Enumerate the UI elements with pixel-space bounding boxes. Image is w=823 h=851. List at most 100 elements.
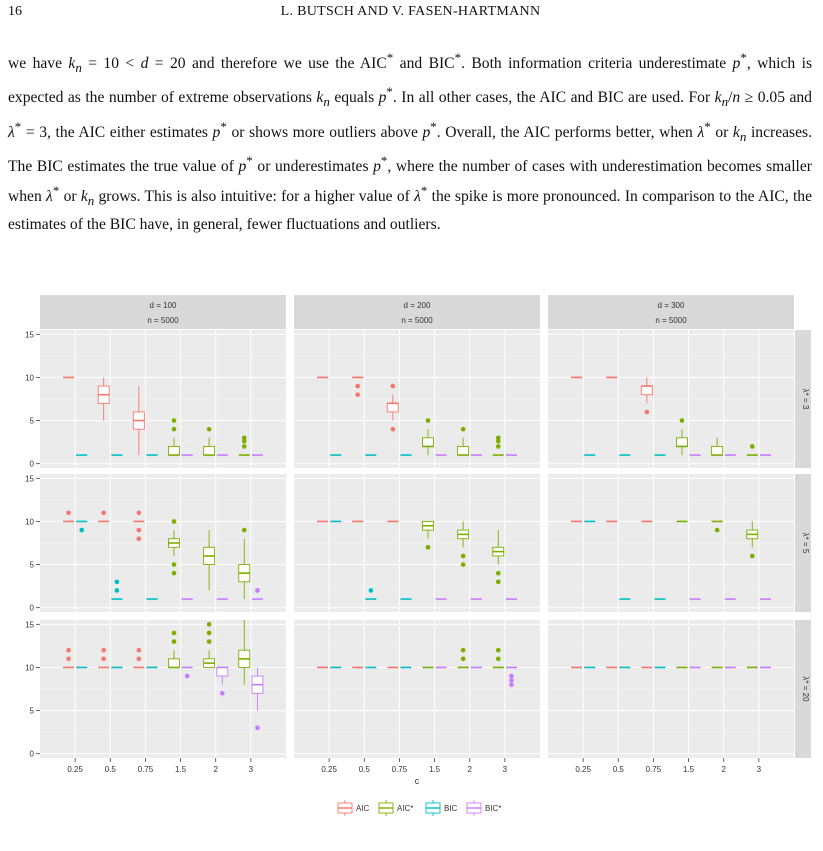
outlier-point [171, 562, 177, 567]
outlier-point [114, 588, 120, 593]
outlier-point [206, 630, 212, 636]
box-aic [352, 376, 364, 397]
y-tick-label: 5 [30, 707, 35, 716]
box-aicstar [168, 418, 180, 456]
y-tick-label: 10 [25, 663, 34, 672]
body-paragraph: we have kn = 10 < d = 20 and therefore w… [8, 50, 813, 234]
outlier-point [460, 553, 466, 559]
outlier-point [241, 527, 247, 533]
x-tick-label: 2 [721, 765, 726, 774]
legend-label: BIC* [485, 804, 501, 813]
facet-row-strip: λ* = 3 [795, 330, 811, 468]
outlier-point [136, 510, 142, 516]
box-aicstar [422, 520, 434, 550]
box-aicstar [492, 435, 504, 456]
page-header: 16 L. BUTSCH AND V. FASEN-HARTMANN [8, 4, 813, 24]
outlier-point [241, 435, 247, 441]
legend: AIC AIC* BIC BIC* [337, 800, 501, 816]
box-aicstar [676, 418, 688, 456]
box-aicstar [168, 519, 180, 576]
x-tick-label: 2 [467, 765, 472, 774]
box-aicstar [203, 530, 216, 591]
legend-entry: AIC [337, 800, 370, 816]
box-aic [640, 377, 653, 415]
box-aicstar [203, 426, 216, 456]
strip-background [795, 620, 811, 758]
x-tick-label: 0.75 [646, 765, 662, 774]
box-bic [76, 520, 88, 533]
outlier-point [171, 630, 177, 636]
outlier-point [114, 579, 120, 585]
panel [548, 330, 794, 468]
x-axis-title: c [415, 776, 420, 786]
box-aicstar [457, 426, 470, 456]
outlier-point [509, 673, 514, 679]
outlier-point [101, 510, 106, 516]
strip-label-d: d = 300 [658, 301, 685, 310]
outlier-point [171, 519, 177, 524]
legend-label: AIC* [397, 804, 413, 813]
box-aicstar [203, 622, 216, 668]
box-bicstar [251, 588, 263, 600]
x-tick-label: 0.5 [359, 765, 371, 774]
outlier-point [101, 647, 106, 653]
page-number: 16 [8, 4, 22, 19]
outlier-point [368, 588, 374, 593]
panel [294, 474, 540, 612]
outlier-point [355, 392, 360, 397]
box-aicstar [168, 630, 180, 669]
outlier-point [220, 691, 225, 696]
box-aicstar [238, 620, 251, 685]
outlier-point [136, 527, 142, 533]
box-body [676, 437, 688, 447]
box-body [422, 437, 434, 447]
y-tick-label: 0 [30, 750, 35, 759]
outlier-point [495, 647, 501, 653]
strip-label-lambda: λ* = 20 [801, 676, 810, 702]
facet-row-strip: λ* = 5 [795, 474, 811, 612]
facet-row-strip: λ* = 20 [795, 620, 811, 758]
x-tick-label: 3 [249, 765, 254, 774]
x-tick-label: 1.5 [175, 765, 187, 774]
strip-label-n: n = 5000 [655, 316, 687, 325]
outlier-point [644, 409, 650, 415]
box-aic [97, 377, 110, 421]
box-bicstar [181, 666, 193, 679]
box-bicstar [216, 666, 229, 696]
box-body [711, 445, 724, 456]
outlier-point [66, 510, 71, 516]
outlier-point [101, 656, 106, 662]
outlier-point [425, 545, 431, 550]
panel [294, 330, 540, 468]
panel [548, 474, 794, 612]
box-aicstar [492, 530, 505, 585]
x-tick-label: 0.75 [138, 765, 154, 774]
x-tick-label: 0.25 [67, 765, 83, 774]
box-aicstar [746, 521, 759, 559]
outlier-point [425, 418, 431, 423]
outlier-point [241, 438, 247, 444]
x-tick-label: 0.5 [105, 765, 117, 774]
box-aic [98, 510, 110, 523]
x-tick-label: 3 [757, 765, 762, 774]
outlier-point [390, 383, 396, 389]
box-aicstar [711, 520, 723, 533]
box-aic [132, 386, 145, 456]
legend-label: AIC [356, 804, 370, 813]
outlier-point [679, 418, 685, 423]
box-aicstar [457, 647, 469, 669]
box-bicstar [251, 667, 264, 731]
box-aicstar [238, 527, 251, 600]
facet-col-strip: d = 300 n = 5000 [548, 295, 794, 329]
x-tick-label: 0.75 [392, 765, 408, 774]
strip-background [294, 295, 540, 329]
panel [40, 620, 286, 758]
outlier-point [171, 426, 177, 432]
panel [40, 330, 286, 468]
outlier-point [495, 435, 501, 441]
y-tick-label: 15 [25, 330, 34, 339]
box-aicstar [422, 418, 434, 456]
y-tick-label: 0 [30, 460, 35, 469]
y-tick-label: 15 [25, 474, 34, 483]
outlier-point [460, 426, 466, 432]
